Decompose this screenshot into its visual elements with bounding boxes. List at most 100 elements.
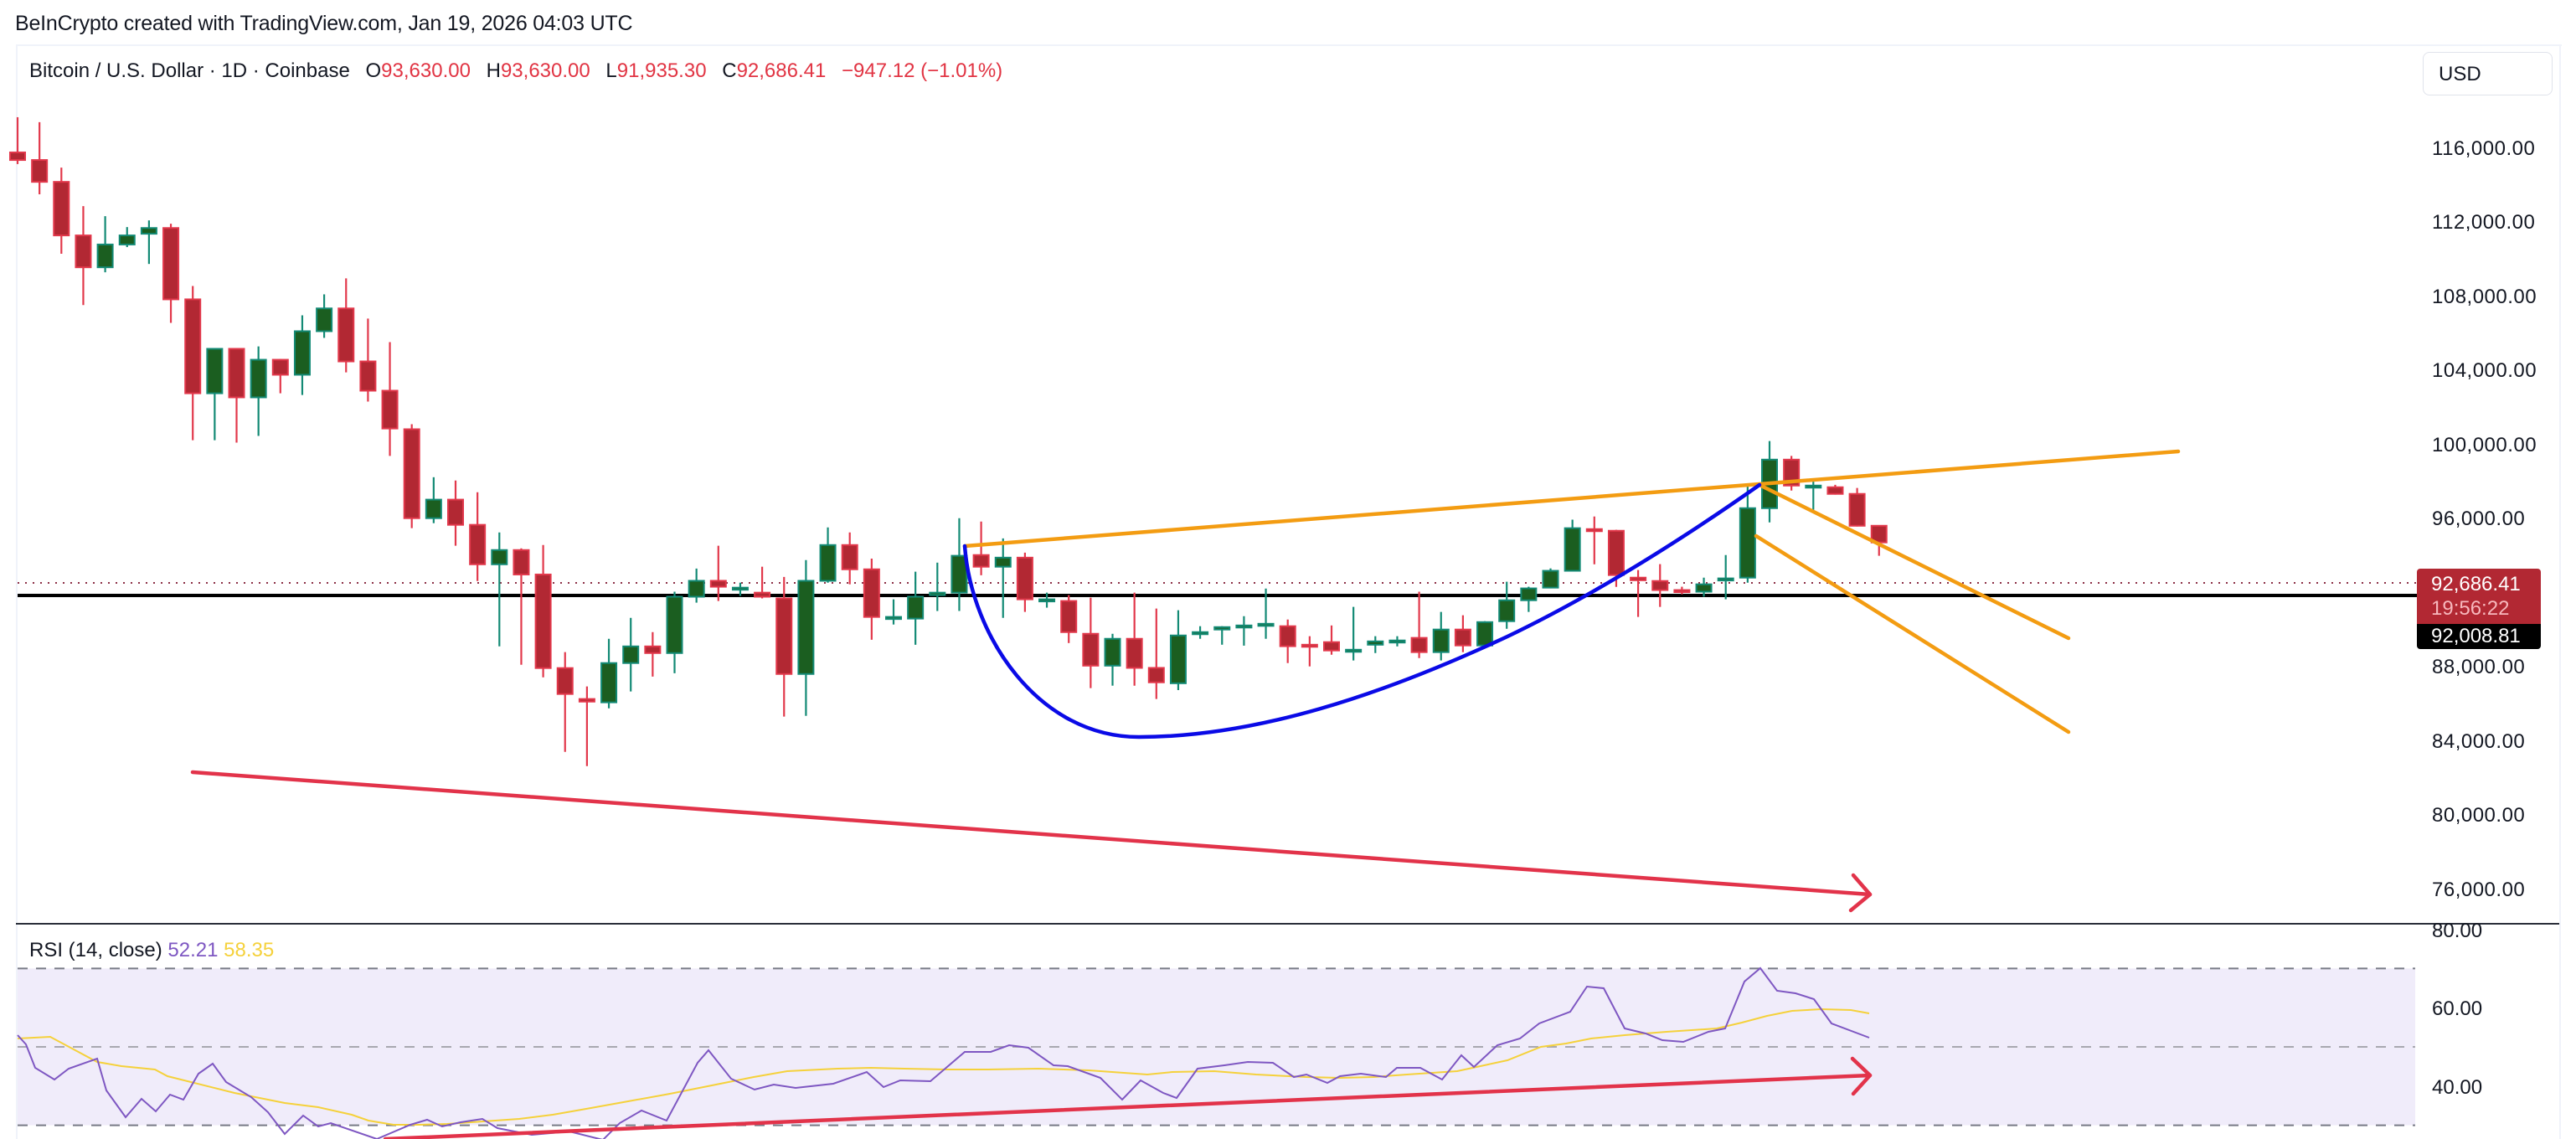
candle [797,559,815,716]
candle-body [1805,484,1822,489]
price-tick-label: 116,000.00 [2432,137,2536,160]
candle-body [1717,577,1734,582]
candle [1235,616,1253,646]
candle-body [1323,641,1340,652]
candle [53,168,70,254]
candle-body [1476,621,1494,647]
candle-body [600,662,618,704]
candle [316,294,333,338]
candle [731,582,749,596]
candle [403,424,420,528]
candle [1454,615,1471,652]
candle [1585,516,1603,564]
candle-body [666,595,683,654]
candle [578,686,595,766]
candle-body [53,181,70,237]
candle [1257,588,1275,639]
price-tick-label: 84,000.00 [2432,729,2526,753]
candle [1695,577,1713,597]
candle [359,318,377,402]
horizontal-line-label: 92,008.81 [2417,624,2541,649]
candle [1301,636,1318,667]
currency-button[interactable]: USD [2423,52,2553,95]
price-tick-label: 104,000.00 [2432,359,2537,383]
candle-body [841,544,858,570]
candle-body [96,243,114,269]
candle [1739,483,1756,583]
candle-body [1564,527,1581,572]
candle-body [140,227,157,235]
candle [1323,625,1340,655]
candle-body [731,586,749,591]
axis-border [2559,44,2561,1139]
price-lower-lows-arrow [190,770,1873,897]
price-tick-label: 112,000.00 [2432,211,2536,234]
change-value: −947.12 (−1.01%) [842,59,1003,82]
candle-body [337,307,355,363]
candle-body [578,698,595,703]
candle [1192,626,1209,639]
candle [1498,581,1516,629]
candle [96,216,114,273]
candle [9,116,26,164]
candle-body [885,616,902,621]
candle-body [797,580,815,675]
candle-body [1542,570,1559,589]
candle-body [1257,622,1275,627]
candle [709,545,727,601]
candle [841,532,858,585]
candle-body [644,645,662,654]
candle [118,227,136,248]
candle [1388,636,1406,647]
candle-body [75,234,92,269]
candle [1038,592,1056,608]
chart-credit: BeInCrypto created with TradingView.com,… [15,12,633,35]
candle-body [381,389,399,430]
price-tick-label: 100,000.00 [2432,433,2537,456]
candle-body [447,498,464,526]
candle-body [1082,632,1100,667]
candle-body [469,523,487,565]
candle [1169,610,1187,691]
candle-body [709,580,727,588]
symbol-title[interactable]: Bitcoin / U.S. Dollar · 1D · Coinbase [29,59,350,82]
candle [907,571,925,645]
candle-body [688,580,705,598]
open-value: 93,630.00 [381,59,471,82]
candle-body [1038,598,1056,603]
candle-body [513,549,530,575]
candle [1213,626,1231,645]
candle-body [31,159,49,183]
candle-body [403,428,420,519]
price-tick-label: 108,000.00 [2432,285,2537,308]
candle [1673,586,1691,595]
chart-frame [16,44,2562,1139]
rsi-tick-label: 40.00 [2432,1075,2483,1099]
candle [162,224,180,323]
candle-body [271,358,289,376]
candle [31,121,49,194]
candle [1630,570,1647,617]
candle-body [929,591,946,596]
candle-body [9,151,26,162]
price-tick-label: 80,000.00 [2432,804,2526,827]
candle [206,348,224,441]
candle [293,315,311,395]
candle-body [1739,507,1756,579]
candle-body [907,595,925,620]
candle-body [1301,643,1318,648]
candle [140,220,157,265]
candle-body [1607,529,1625,576]
candle-body [863,568,880,618]
rsi-title[interactable]: RSI (14, close) [29,939,162,961]
rsi-line [17,966,1870,1139]
candle-body [1585,528,1603,533]
price-tick-label: 88,000.00 [2432,656,2526,679]
candle-body [1192,631,1209,636]
rsi-value: 52.21 [167,939,219,961]
candle [644,631,662,677]
candle-body [491,549,508,565]
candle-body [250,358,267,399]
candle-body [316,307,333,332]
